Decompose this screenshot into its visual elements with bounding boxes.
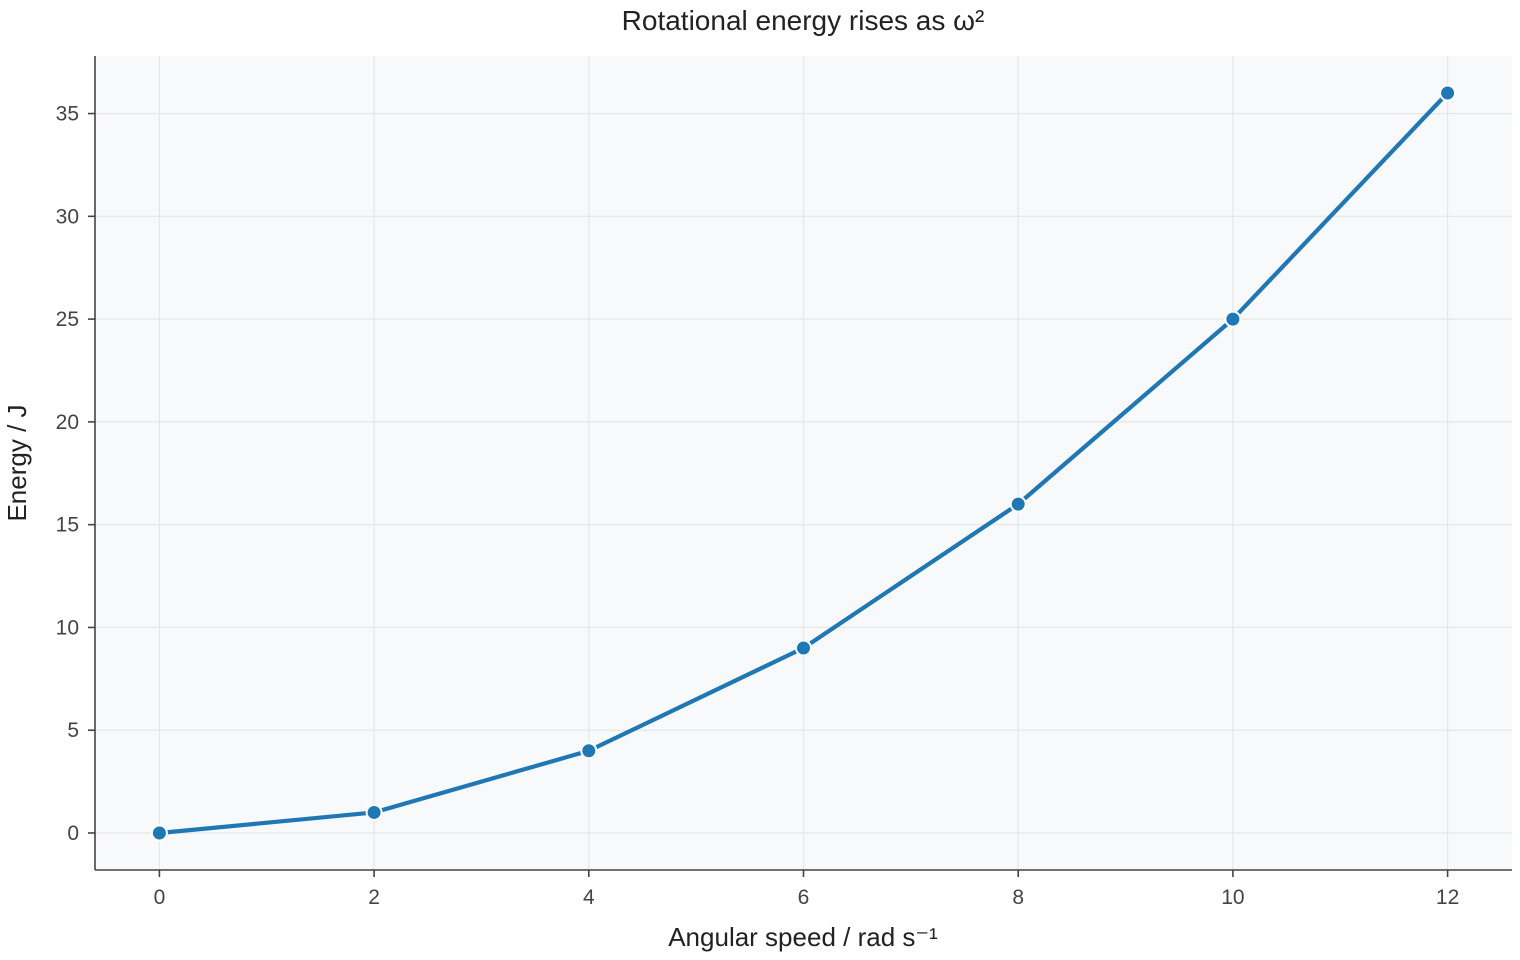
x-tick-label: 2 bbox=[368, 886, 380, 909]
y-tick-label: 0 bbox=[67, 822, 79, 845]
x-tick-label: 6 bbox=[798, 886, 810, 909]
data-point bbox=[1224, 310, 1242, 328]
y-tick-label: 20 bbox=[56, 411, 79, 434]
x-tick-label: 10 bbox=[1221, 886, 1244, 909]
x-tick-label: 0 bbox=[154, 886, 166, 909]
y-axis-label: Energy / J bbox=[2, 404, 32, 521]
y-tick-label: 5 bbox=[67, 719, 79, 742]
ticks: 0 2 4 6 8 10 12 0 5 10 15 20 25 30 35 bbox=[56, 103, 1460, 909]
x-tick-label: 8 bbox=[1012, 886, 1024, 909]
y-tick-label: 35 bbox=[56, 103, 79, 126]
y-tick-label: 10 bbox=[56, 616, 79, 639]
x-tick-label: 4 bbox=[583, 886, 595, 909]
data-point bbox=[150, 824, 168, 842]
grid bbox=[95, 56, 1512, 870]
x-axis-label: Angular speed / rad s⁻¹ bbox=[668, 922, 938, 952]
series-layer bbox=[150, 84, 1457, 842]
data-point bbox=[1439, 84, 1457, 102]
data-point bbox=[1009, 495, 1027, 513]
x-tick-label: 12 bbox=[1436, 886, 1459, 909]
data-point bbox=[580, 742, 598, 760]
chart-title: Rotational energy rises as ω² bbox=[622, 5, 985, 36]
y-tick-label: 15 bbox=[56, 514, 79, 537]
data-point bbox=[365, 803, 383, 821]
data-point bbox=[795, 639, 812, 657]
y-tick-label: 30 bbox=[56, 205, 79, 228]
y-tick-label: 25 bbox=[56, 308, 79, 331]
